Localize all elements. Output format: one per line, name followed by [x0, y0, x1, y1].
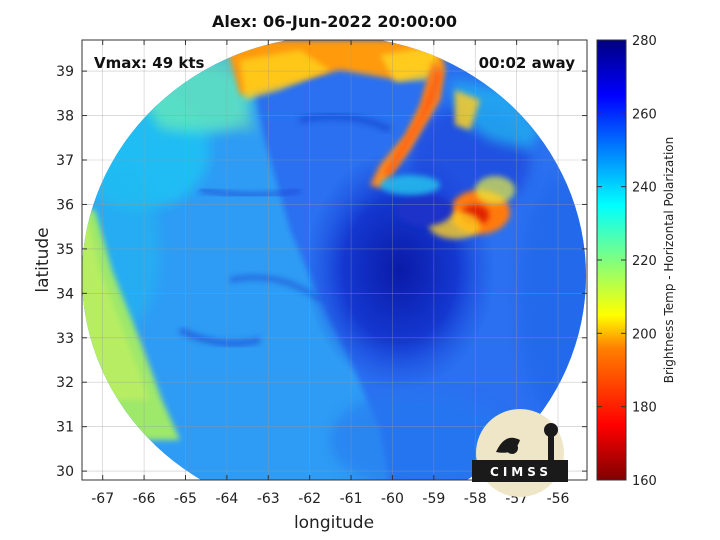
- x-tick-label: -65: [174, 491, 197, 507]
- x-tick-label: -61: [340, 491, 363, 507]
- grid-lines: [82, 40, 587, 480]
- colorbar-tick-label: 200: [632, 327, 657, 342]
- colorbar-tick-label: 220: [632, 254, 657, 269]
- plot-title: Alex: 06-Jun-2022 20:00:00: [212, 12, 457, 31]
- y-tick-label: 30: [56, 464, 74, 480]
- y-tick-label: 37: [56, 153, 74, 169]
- x-tick-label: -56: [547, 491, 570, 507]
- y-tick-label: 34: [56, 286, 74, 302]
- vmax-annotation: Vmax: 49 kts: [94, 54, 204, 72]
- x-tick-label: -62: [298, 491, 321, 507]
- y-tick-label: 33: [56, 331, 74, 347]
- colorbar-label: Brightness Temp - Horizontal Polarizatio…: [662, 137, 676, 384]
- colorbar-tick-label: 240: [632, 181, 657, 196]
- colorbar-tick-label: 180: [632, 401, 657, 416]
- y-tick-label: 31: [56, 420, 74, 436]
- x-tick-label: -63: [257, 491, 280, 507]
- x-tick-label: -59: [422, 491, 445, 507]
- x-tick-label: -58: [464, 491, 487, 507]
- colorbar: 280 260 240 220 200 180 160 Brightness Temp - …: [596, 34, 676, 489]
- y-tick-label: 38: [56, 109, 74, 125]
- y-axis-ticks: 39 38 37 36 35 34 33 32 31 30: [56, 64, 587, 480]
- x-tick-label: -64: [215, 491, 238, 507]
- colorbar-tick-label: 160: [632, 474, 657, 489]
- axes-frame: [81, 39, 588, 481]
- cimss-logo-text: CIMSS: [490, 465, 552, 479]
- colorbar-tick-label: 280: [632, 34, 657, 49]
- y-tick-label: 32: [56, 375, 74, 391]
- y-tick-label: 36: [56, 197, 74, 213]
- x-tick-label: -66: [133, 491, 156, 507]
- x-tick-label: -67: [91, 491, 114, 507]
- y-tick-label: 39: [56, 64, 74, 80]
- time-away-annotation: 00:02 away: [479, 54, 576, 72]
- colorbar-tick-label: 260: [632, 107, 657, 122]
- cimss-logo: CIMSS: [472, 409, 568, 497]
- x-axis-label: longitude: [294, 513, 374, 533]
- y-axis-label: latitude: [33, 227, 53, 292]
- y-tick-label: 35: [56, 242, 74, 258]
- x-tick-label: -60: [381, 491, 404, 507]
- colorbar-ticks: 280 260 240 220 200 180 160: [597, 34, 657, 489]
